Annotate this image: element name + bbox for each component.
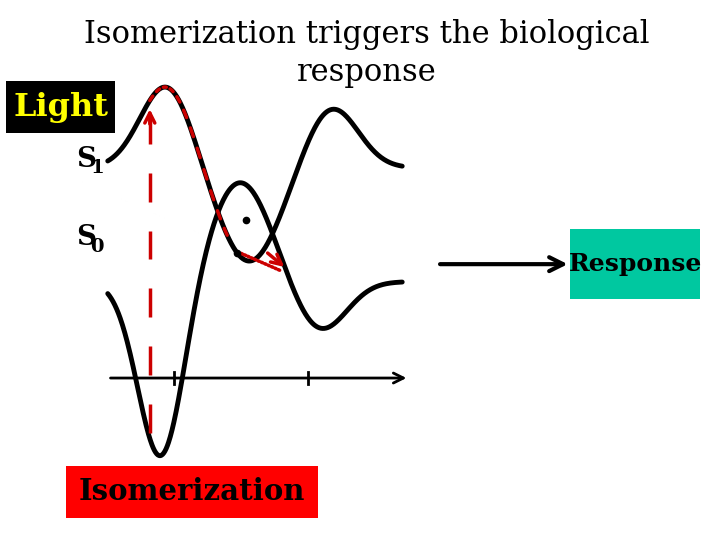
FancyBboxPatch shape bbox=[6, 82, 114, 133]
Text: Isomerization: Isomerization bbox=[78, 477, 305, 507]
FancyBboxPatch shape bbox=[570, 229, 700, 299]
Text: S: S bbox=[76, 225, 96, 252]
FancyBboxPatch shape bbox=[66, 465, 318, 518]
Text: response: response bbox=[297, 57, 437, 88]
Text: 0: 0 bbox=[90, 238, 104, 255]
Text: Response: Response bbox=[569, 252, 703, 276]
Text: Isomerization triggers the biological: Isomerization triggers the biological bbox=[84, 19, 650, 50]
Text: Light: Light bbox=[13, 92, 108, 123]
Text: S: S bbox=[76, 146, 96, 173]
Text: 1: 1 bbox=[90, 159, 104, 177]
